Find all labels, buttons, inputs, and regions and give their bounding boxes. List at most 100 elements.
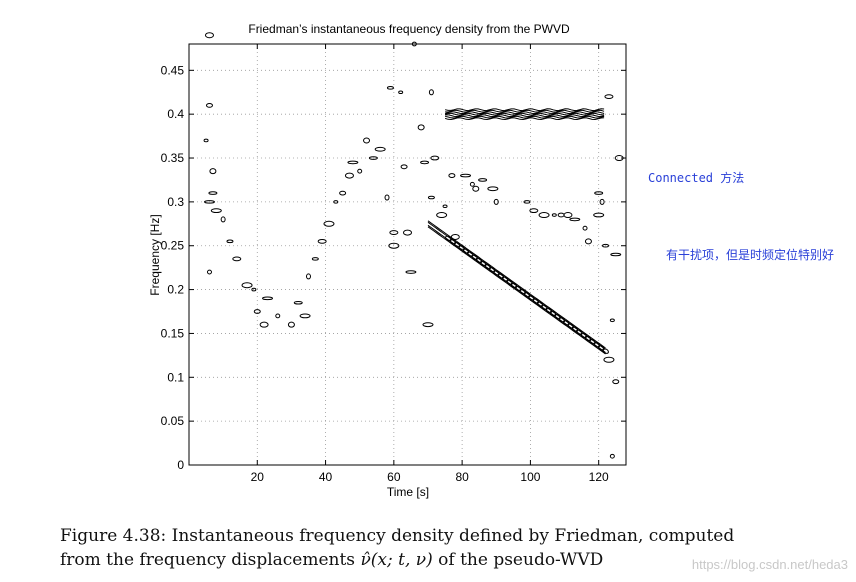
contour-blob	[241, 282, 253, 289]
y-tick-label: 0.05	[161, 414, 185, 428]
caption-line-2-prefix: from the frequency displacements	[60, 550, 361, 570]
annotation-interference: 有干扰项，但是时频定位特别好	[666, 248, 835, 262]
contour-blob	[203, 138, 209, 143]
contour-blob	[386, 86, 394, 90]
contour-blob	[317, 238, 327, 244]
contour-chirp-blob	[501, 276, 509, 283]
contour-blob	[403, 229, 412, 236]
contour-blob	[357, 168, 363, 174]
contour-chirp-blob	[462, 248, 470, 254]
contour-chirp-blob	[602, 348, 609, 354]
contour-chirp-blob	[593, 341, 601, 348]
contour-chirp-blob	[484, 263, 492, 270]
chart-title: Friedman’s instantaneous frequency densi…	[248, 22, 570, 36]
contour-chirp-blob	[471, 254, 479, 261]
contour-blob	[398, 90, 404, 95]
contour-chirp-blob	[488, 266, 496, 273]
x-tick-label: 40	[319, 470, 333, 484]
contour-tone	[445, 114, 605, 118]
contour-blob	[436, 212, 448, 219]
contour-chirp-blob	[536, 301, 544, 308]
contour-figure: Friedman’s instantaneous frequency densi…	[0, 0, 856, 520]
contour-chirp-blob	[554, 313, 561, 320]
contour-blob	[347, 160, 359, 165]
y-tick-label: 0.35	[161, 151, 185, 165]
contour-blob	[204, 32, 214, 39]
contour-chirp-blob	[541, 304, 548, 311]
y-tick-label: 0.4	[167, 107, 184, 121]
contour-blob	[493, 198, 499, 205]
contour-tone	[445, 109, 605, 113]
contour-tone	[444, 117, 605, 121]
contour-blob	[368, 156, 378, 160]
contour-chirp-blob	[571, 326, 579, 333]
contour-blob	[569, 217, 581, 222]
contour-chirp-blob	[493, 269, 500, 276]
contour-chirp-blob	[479, 260, 487, 267]
contour-blob	[232, 256, 242, 262]
contour-blob	[299, 313, 311, 319]
contour-blob	[205, 102, 213, 108]
contour-blob	[448, 173, 456, 178]
contour-blob	[609, 318, 615, 323]
contour-blob	[384, 194, 390, 201]
contour-lines	[203, 32, 624, 459]
contour-chirp-blob	[527, 294, 535, 301]
contour-blob	[339, 190, 347, 196]
contour-blob	[584, 238, 592, 245]
contour-blob	[323, 220, 335, 227]
contour-blob	[226, 239, 234, 244]
y-axis-label: Frequency [Hz]	[148, 214, 162, 295]
contour-blob	[251, 287, 257, 292]
y-tick-label: 0.3	[167, 195, 184, 209]
caption-line-2: from the frequency displacements ν̂(x; t…	[60, 548, 780, 572]
contour-blob	[612, 379, 620, 385]
contour-blob	[593, 212, 605, 218]
plot-frame	[188, 43, 627, 466]
watermark: https://blog.csdn.net/heda3	[691, 557, 848, 572]
figure-caption: Figure 4.38: Instantaneous frequency den…	[60, 524, 780, 572]
figure-background	[0, 0, 856, 520]
contour-tone	[444, 112, 605, 116]
contour-blob	[293, 300, 303, 305]
contour-blob	[609, 453, 615, 459]
contour-blob	[311, 257, 319, 261]
contour-blob	[203, 200, 215, 204]
contour-blob	[210, 208, 222, 214]
contour-blob	[206, 269, 212, 275]
y-tick-label: 0.15	[161, 326, 185, 340]
y-tick-label: 0.2	[167, 283, 184, 297]
contour-blob	[388, 242, 400, 249]
contour-blob	[469, 181, 475, 187]
contour-chirp-blob	[510, 282, 518, 289]
contour-blob	[220, 216, 226, 223]
contour-chirp-blob	[575, 329, 583, 336]
x-tick-label: 100	[520, 470, 540, 484]
contour-chirp-blob	[506, 279, 513, 286]
y-tick-label: 0.45	[161, 63, 185, 77]
contour-blob	[417, 124, 425, 131]
contour-blob	[538, 212, 550, 219]
y-tick-label: 0	[177, 458, 184, 472]
y-axis-ticks: 0 0.05 0.1 0.15 0.2 0.25 0.3 0.35 0.4 0.45	[161, 63, 626, 472]
contour-blob	[599, 198, 605, 205]
contour-chirp-blob	[567, 323, 575, 329]
annotation-connected: Connected 方法	[648, 171, 745, 185]
contour-blob	[259, 321, 269, 328]
contour-blob	[430, 155, 440, 161]
contour-chirp-blob	[523, 291, 531, 298]
contour-chirp-blob	[497, 273, 505, 279]
contour-blob	[363, 137, 371, 144]
contour-tone	[444, 111, 605, 115]
contour-blob	[450, 233, 460, 240]
contour-chirp-blob	[597, 344, 605, 351]
contour-blob	[209, 168, 217, 175]
contour-chirp-blob	[589, 338, 596, 345]
contour-blob	[287, 321, 295, 328]
contour-chirp-blob	[445, 235, 452, 242]
x-tick-label: 60	[387, 470, 401, 484]
contour-blob	[442, 204, 448, 209]
contour-blob	[428, 89, 434, 96]
contour-chirp-blob	[514, 285, 522, 292]
contour-blob	[523, 200, 531, 204]
